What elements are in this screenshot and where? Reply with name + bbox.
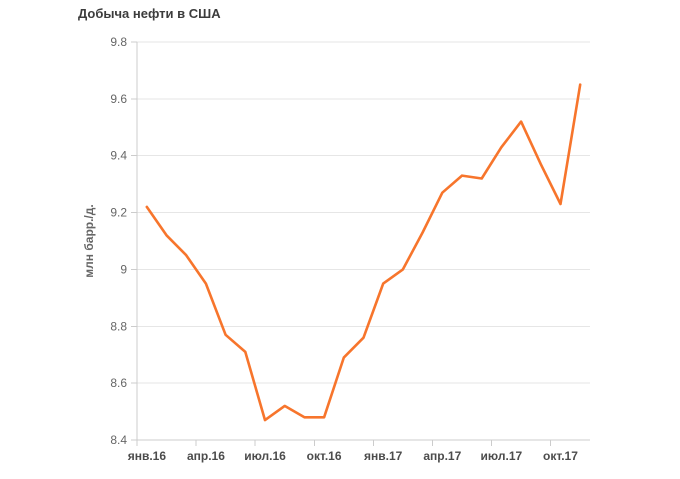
y-tick-label: 8.6 [110,376,127,390]
y-tick-label: 9.8 [110,35,127,49]
x-tick-label: янв.17 [364,449,403,463]
x-tick-label: апр.16 [187,449,225,463]
x-tick-label: июл.16 [244,449,286,463]
x-tick-label: окт.17 [543,449,578,463]
y-tick-label: 9.2 [110,206,127,220]
y-tick-label: 9.6 [110,92,127,106]
y-tick-label: 8.8 [110,319,127,333]
x-tick-label: янв.16 [128,449,167,463]
x-tick-label: июл.17 [481,449,523,463]
chart-title: Добыча нефти в США [78,6,221,21]
y-tick-label: 9.4 [110,149,127,163]
x-tick-label: апр.17 [423,449,461,463]
y-tick-label: 8.4 [110,433,127,447]
y-tick-label: 9 [120,262,127,276]
x-tick-label: окт.16 [307,449,342,463]
oil-production-series-line [145,83,582,422]
